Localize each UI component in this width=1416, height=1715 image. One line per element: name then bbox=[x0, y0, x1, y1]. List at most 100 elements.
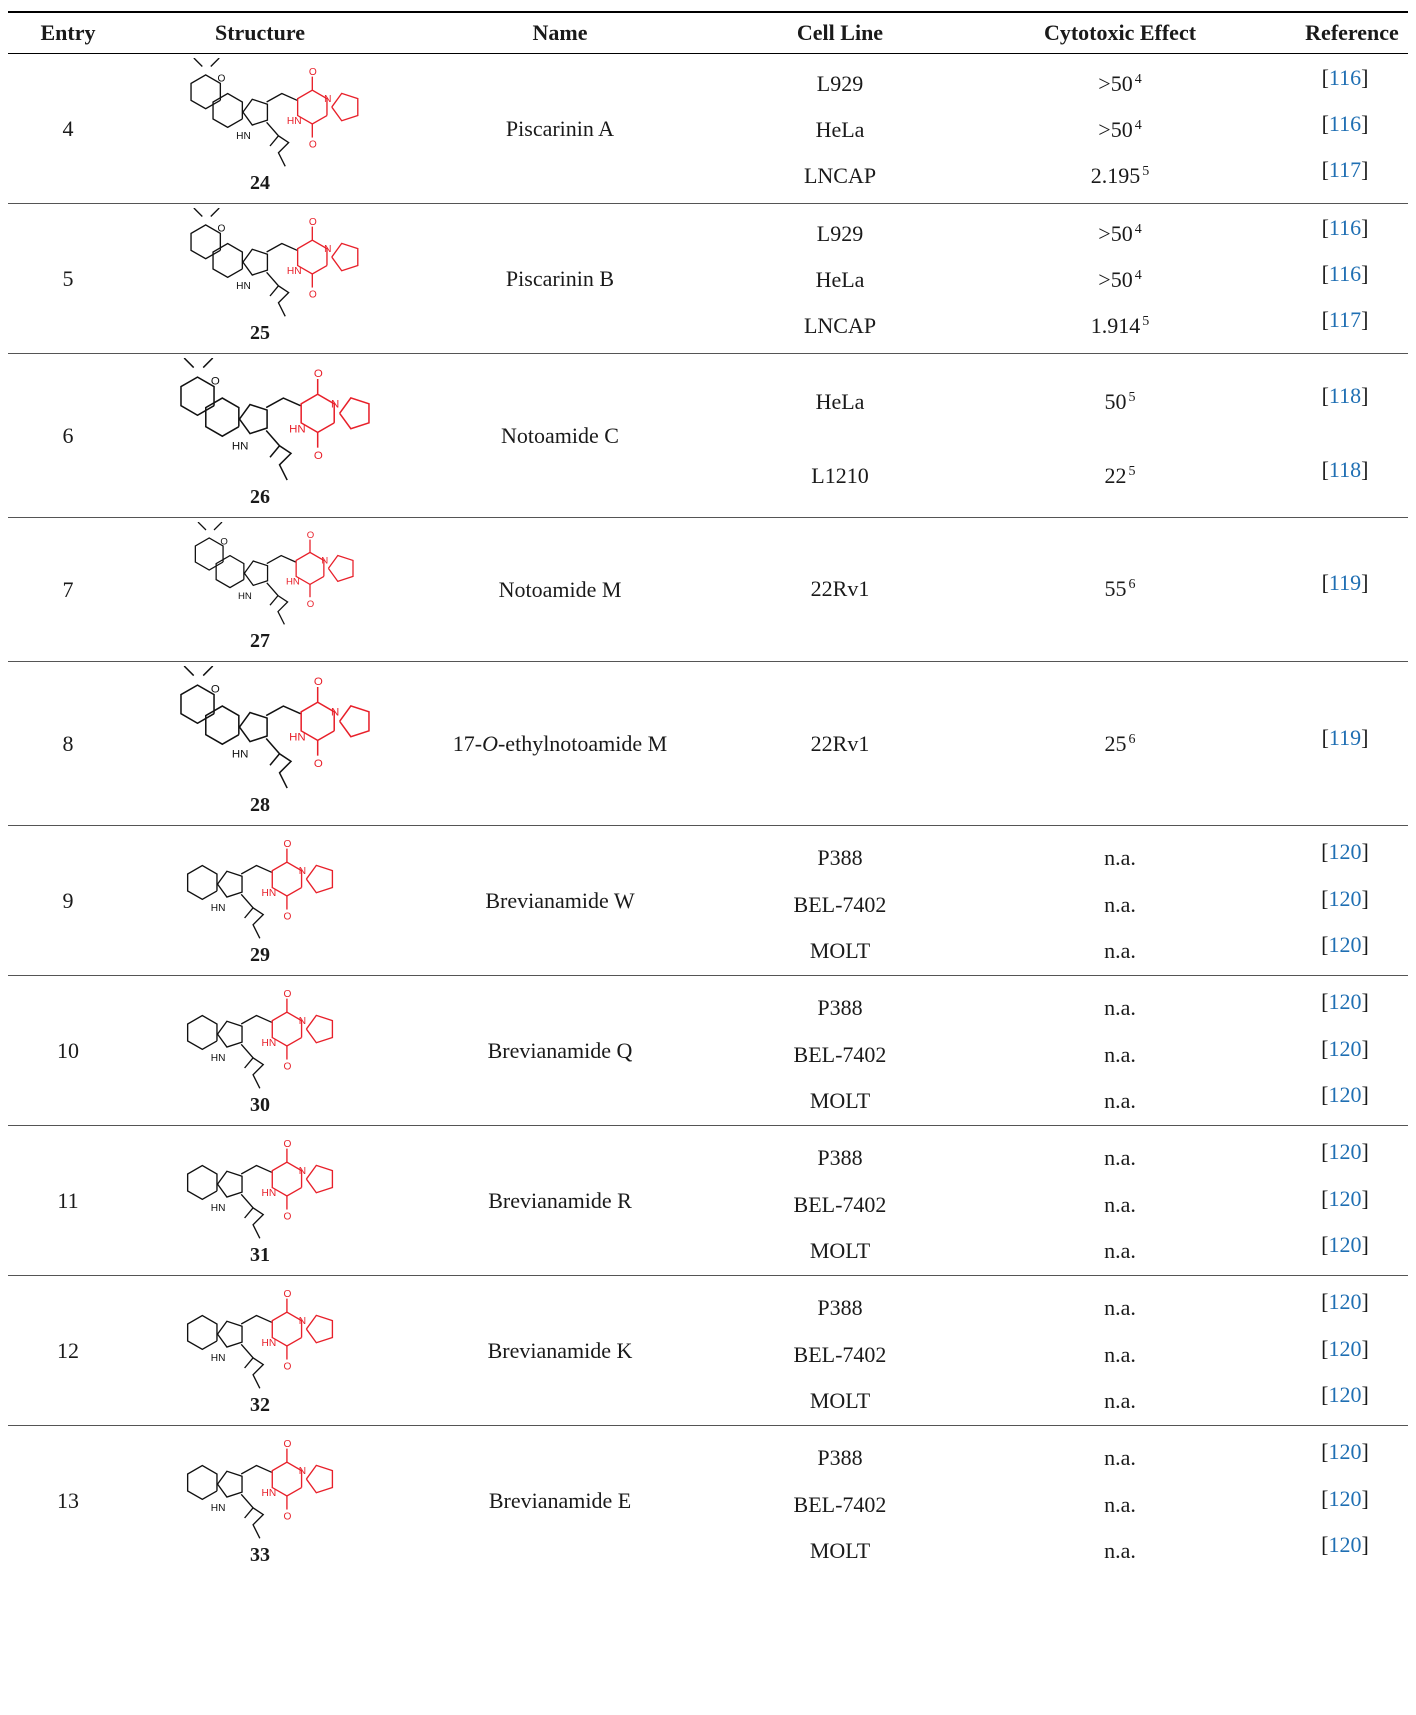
cell-line: P388 bbox=[817, 1145, 863, 1170]
ring-oxygen-label: O bbox=[218, 224, 226, 235]
diketopiperazine-ring bbox=[271, 1311, 303, 1347]
reference-link[interactable]: [116] bbox=[1321, 215, 1369, 240]
reference-link[interactable]: [117] bbox=[1321, 157, 1369, 182]
indole-ring bbox=[238, 403, 268, 435]
reference-link[interactable]: [120] bbox=[1321, 1139, 1369, 1164]
diketopiperazine-ring bbox=[271, 1161, 303, 1197]
linker-bond bbox=[265, 705, 301, 717]
footnote-marker: 4 bbox=[1134, 268, 1142, 283]
prenyl-chain bbox=[240, 893, 265, 939]
entry-number: 6 bbox=[62, 423, 74, 448]
pyran-ring bbox=[194, 537, 224, 571]
reference-link[interactable]: [118] bbox=[1321, 383, 1369, 408]
indole-ring bbox=[216, 1320, 243, 1348]
table-row: 12 HN O O HN N 32 Brevianamide K P388 n.a. [120] BE… bbox=[8, 1276, 1408, 1426]
cell-line: LNCAP bbox=[803, 163, 877, 188]
amide-n-label: N bbox=[324, 244, 331, 255]
cytotoxic-effect: n.a. bbox=[1104, 1538, 1136, 1563]
prenyl-chain bbox=[266, 271, 290, 317]
reference-link[interactable]: [120] bbox=[1321, 1382, 1369, 1407]
cytotoxic-effect: n.a. bbox=[1104, 845, 1136, 870]
cell-line: BEL-7402 bbox=[793, 1042, 887, 1067]
reference-link[interactable]: [116] bbox=[1321, 65, 1369, 90]
row-divider bbox=[8, 1425, 1408, 1426]
table-row: 5 O HN O O HN N 25 Piscarinin B L929 >50 4 [116] HeLa… bbox=[8, 204, 1408, 354]
carbonyl-oxygen-label: O bbox=[314, 368, 323, 380]
cell-line: HeLa bbox=[815, 389, 865, 414]
cell-line: HeLa bbox=[815, 117, 865, 142]
pyrrolidine-ring bbox=[305, 1014, 334, 1044]
reference-link[interactable]: [120] bbox=[1321, 1232, 1369, 1257]
entry-number: 11 bbox=[57, 1188, 79, 1213]
cytotoxic-effect: n.a. bbox=[1104, 1192, 1136, 1217]
benzene-ring bbox=[186, 1464, 218, 1501]
reference-link[interactable]: [120] bbox=[1321, 932, 1369, 957]
footnote-marker: 4 bbox=[1134, 118, 1142, 133]
linker-bond bbox=[266, 92, 298, 103]
cell-line: P388 bbox=[817, 1445, 863, 1470]
benzene-ring bbox=[186, 1164, 218, 1201]
amide-nh-label: HN bbox=[262, 1338, 277, 1349]
reference-link[interactable]: [119] bbox=[1321, 570, 1369, 595]
compound-number: 32 bbox=[250, 1394, 270, 1416]
chemical-structure: O HN O O HN N bbox=[190, 58, 359, 167]
indole-nh-label: HN bbox=[211, 1503, 226, 1514]
reference-link[interactable]: [116] bbox=[1321, 261, 1369, 286]
linker-bond bbox=[240, 1014, 272, 1025]
carbonyl-oxygen-label: O bbox=[284, 1212, 292, 1223]
carbonyl-oxygen-label: O bbox=[284, 1439, 292, 1450]
methyl-bond bbox=[269, 595, 279, 606]
row-divider bbox=[8, 203, 1408, 204]
amide-nh-label: HN bbox=[286, 576, 300, 587]
benzene-ring bbox=[215, 554, 245, 589]
reference-link[interactable]: [120] bbox=[1321, 1486, 1369, 1511]
reference-link[interactable]: [120] bbox=[1321, 989, 1369, 1014]
header-cytotoxic-effect: Cytotoxic Effect bbox=[1043, 20, 1197, 45]
carbonyl-oxygen-label: O bbox=[307, 599, 314, 610]
ring-oxygen-label: O bbox=[220, 536, 227, 547]
reference-link[interactable]: [119] bbox=[1321, 725, 1369, 750]
entry-number: 12 bbox=[57, 1338, 79, 1363]
reference-link[interactable]: [116] bbox=[1321, 111, 1369, 136]
reference-link[interactable]: [120] bbox=[1321, 1082, 1369, 1107]
prenyl-chain bbox=[266, 582, 289, 625]
compound-number: 24 bbox=[250, 172, 270, 194]
cytotoxic-effect: n.a. bbox=[1104, 1042, 1136, 1067]
entry-number: 8 bbox=[62, 731, 74, 756]
amide-n-label: N bbox=[299, 866, 306, 877]
ring-oxygen-label: O bbox=[211, 684, 220, 696]
table-row: 7 O HN O O HN N 27 Notoamide M 22Rv1 55 6 [119] bbox=[8, 518, 1408, 662]
amide-nh-label: HN bbox=[262, 1038, 277, 1049]
reference-link[interactable]: [120] bbox=[1321, 1186, 1369, 1211]
indole-nh-label: HN bbox=[211, 1053, 226, 1064]
reference-link[interactable]: [120] bbox=[1321, 1289, 1369, 1314]
diketopiperazine-ring bbox=[296, 89, 328, 125]
carbonyl-oxygen-label: O bbox=[314, 676, 323, 688]
gem-dimethyl-bond bbox=[213, 522, 223, 531]
indole-nh-label: HN bbox=[211, 903, 226, 914]
amide-nh-label: HN bbox=[262, 1188, 277, 1199]
row-divider bbox=[8, 517, 1408, 518]
reference-link[interactable]: [120] bbox=[1321, 1532, 1369, 1557]
cytotoxic-effect: n.a. bbox=[1104, 938, 1136, 963]
amide-n-label: N bbox=[299, 1166, 306, 1177]
cytotoxic-effect: n.a. bbox=[1104, 1388, 1136, 1413]
reference-link[interactable]: [120] bbox=[1321, 1439, 1369, 1464]
reference-link[interactable]: [118] bbox=[1321, 457, 1369, 482]
reference-link[interactable]: [120] bbox=[1321, 839, 1369, 864]
header-name: Name bbox=[532, 20, 588, 45]
methyl-bond bbox=[269, 135, 279, 147]
benzene-ring bbox=[212, 92, 244, 129]
carbonyl-oxygen-label: O bbox=[284, 1139, 292, 1150]
reference-link[interactable]: [117] bbox=[1321, 307, 1369, 332]
reference-link[interactable]: [120] bbox=[1321, 1036, 1369, 1061]
cytotoxic-effect: 2.195 5 bbox=[1090, 163, 1150, 188]
row-divider bbox=[8, 353, 1408, 354]
chemical-structure: HN O O HN N bbox=[186, 839, 334, 939]
reference-link[interactable]: [120] bbox=[1321, 1336, 1369, 1361]
indole-ring bbox=[238, 711, 268, 743]
prenyl-chain bbox=[240, 1493, 265, 1539]
compound-name: Notoamide M bbox=[498, 577, 622, 602]
methyl-bond bbox=[244, 907, 254, 919]
reference-link[interactable]: [120] bbox=[1321, 886, 1369, 911]
